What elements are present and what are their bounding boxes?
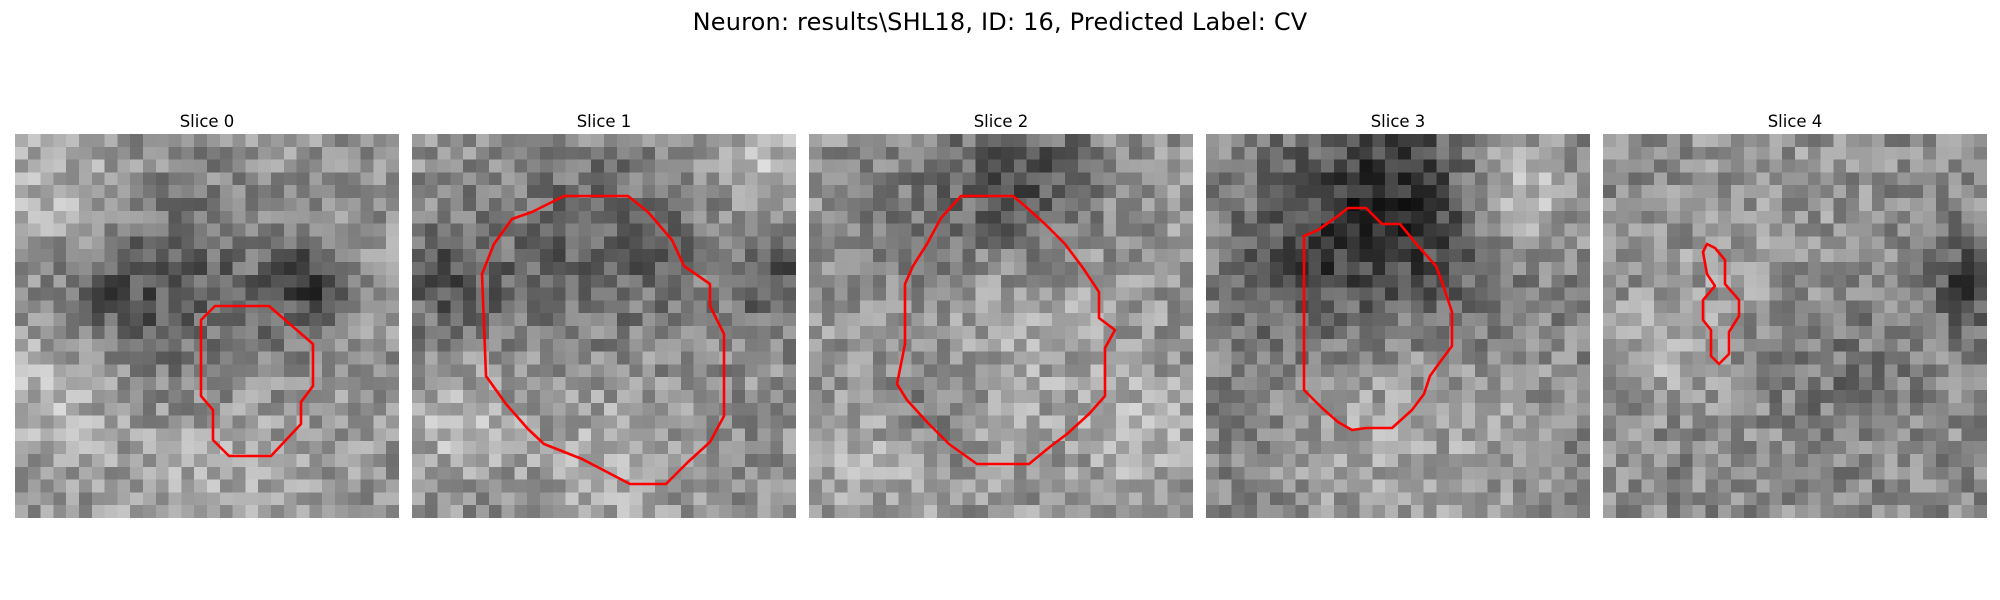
grayscale-patch xyxy=(412,134,796,518)
slice-title: Slice 4 xyxy=(1767,112,1823,131)
contour-overlay xyxy=(1302,206,1454,432)
slice-image xyxy=(809,134,1193,518)
contour-overlay xyxy=(480,194,726,486)
slice-image xyxy=(1206,134,1590,518)
slice-panel-3: Slice 3 xyxy=(1206,110,1590,518)
contour-overlay xyxy=(895,194,1117,466)
slice-image xyxy=(1603,134,1987,518)
slice-image xyxy=(412,134,796,518)
slice-panel-0: Slice 0 xyxy=(15,110,399,518)
slice-panel-4: Slice 4 xyxy=(1603,110,1987,518)
slice-panel-2: Slice 2 xyxy=(809,110,1193,518)
roi-contour xyxy=(1302,206,1454,432)
slice-image xyxy=(15,134,399,518)
roi-contour xyxy=(895,194,1117,466)
grayscale-patch xyxy=(1603,134,1987,518)
slice-title: Slice 2 xyxy=(973,112,1029,131)
roi-contour xyxy=(480,194,726,486)
contour-overlay xyxy=(1701,242,1741,366)
roi-contour xyxy=(1701,242,1741,366)
slice-panel-1: Slice 1 xyxy=(412,110,796,518)
slice-title: Slice 1 xyxy=(576,112,632,131)
roi-contour xyxy=(199,304,315,458)
contour-overlay xyxy=(199,304,315,458)
grayscale-patch xyxy=(1206,134,1590,518)
slice-title: Slice 0 xyxy=(179,112,235,131)
grayscale-patch xyxy=(15,134,399,518)
grayscale-patch xyxy=(809,134,1193,518)
slice-title: Slice 3 xyxy=(1370,112,1426,131)
figure-title: Neuron: results\SHL18, ID: 16, Predicted… xyxy=(692,8,1308,36)
